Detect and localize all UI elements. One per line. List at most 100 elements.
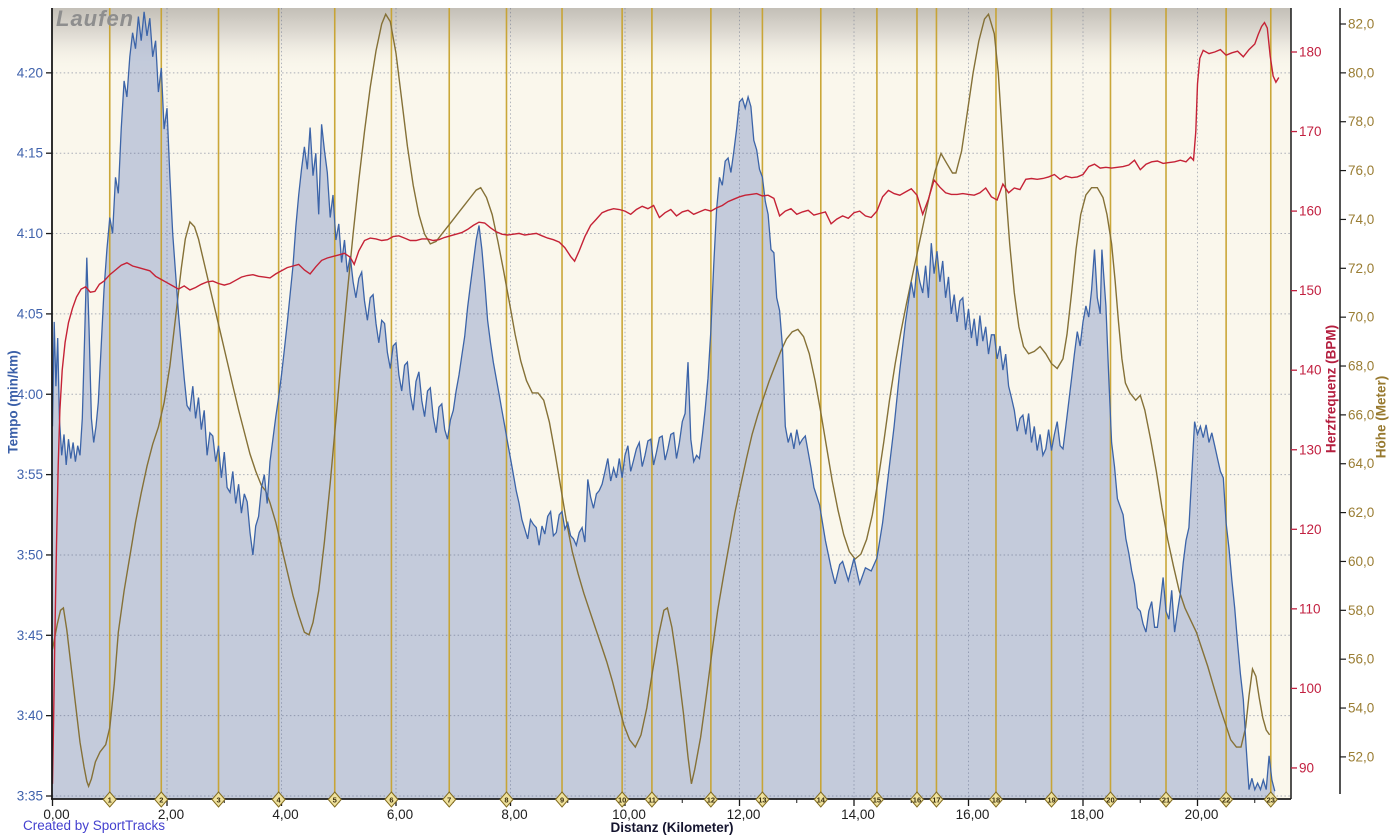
left-axis-title: Tempo (min/km) xyxy=(5,350,21,454)
svg-text:140: 140 xyxy=(1299,363,1322,378)
svg-text:52,0: 52,0 xyxy=(1348,749,1374,764)
svg-text:0,00: 0,00 xyxy=(43,807,69,822)
svg-text:8,00: 8,00 xyxy=(501,807,527,822)
svg-text:4: 4 xyxy=(277,796,282,805)
svg-text:100: 100 xyxy=(1299,681,1322,696)
svg-text:170: 170 xyxy=(1299,124,1322,139)
elevation-series xyxy=(51,12,1271,789)
grid-vertical xyxy=(166,8,1198,799)
svg-text:150: 150 xyxy=(1299,283,1322,298)
pace-line xyxy=(51,11,1276,792)
km-marker-diamond xyxy=(614,791,630,808)
km-marker-diamond xyxy=(442,791,457,808)
svg-text:16: 16 xyxy=(913,796,921,805)
svg-text:110: 110 xyxy=(1299,601,1321,616)
svg-text:78,0: 78,0 xyxy=(1348,114,1374,129)
svg-text:1: 1 xyxy=(108,796,112,805)
svg-text:54,0: 54,0 xyxy=(1348,701,1374,716)
svg-text:7: 7 xyxy=(447,796,451,805)
svg-text:4,00: 4,00 xyxy=(272,807,298,822)
pace-axis-ticks: 3:35 3:40 3:45 3:50 3:55 4:00 4:05 4:10 4:15 4:20 xyxy=(17,65,52,804)
km-marker-diamond xyxy=(644,791,660,808)
elevation-axis-ticks: 52,0 54,0 56,0 58,0 60,0 62,0 64,0 66,0 68,0 70,0… xyxy=(1340,17,1374,764)
km-marker-diamond xyxy=(384,791,399,808)
svg-text:70,0: 70,0 xyxy=(1348,310,1374,325)
svg-text:5: 5 xyxy=(333,796,337,805)
svg-text:15: 15 xyxy=(873,796,881,805)
pace-area-series xyxy=(52,11,1275,800)
svg-text:9: 9 xyxy=(560,796,564,805)
x-axis-ticks: 0,00 2,00 4,00 6,00 8,00 10,00 12,00 14,00 16,00… xyxy=(43,799,1256,822)
svg-text:58,0: 58,0 xyxy=(1348,603,1374,618)
svg-text:74,0: 74,0 xyxy=(1348,212,1374,227)
svg-text:21: 21 xyxy=(1162,796,1170,805)
svg-text:2,00: 2,00 xyxy=(158,807,184,822)
svg-text:12,00: 12,00 xyxy=(727,807,761,822)
km-marker-diamond xyxy=(499,791,514,808)
svg-text:16,00: 16,00 xyxy=(956,807,990,822)
elevation-axis-title: Höhe (Meter) xyxy=(1373,375,1389,459)
pace-line-series xyxy=(51,11,1276,792)
km-marker-diamond xyxy=(554,791,570,808)
svg-text:56,0: 56,0 xyxy=(1348,652,1374,667)
svg-text:62,0: 62,0 xyxy=(1348,505,1374,520)
svg-text:3:40: 3:40 xyxy=(17,708,43,723)
svg-text:23: 23 xyxy=(1267,796,1275,805)
km-marker-diamond xyxy=(154,791,169,808)
svg-text:4:20: 4:20 xyxy=(17,65,43,80)
svg-text:10,00: 10,00 xyxy=(612,807,646,822)
svg-text:8: 8 xyxy=(504,796,508,805)
chart-title-watermark: Laufen xyxy=(56,6,135,31)
km-marker-diamond xyxy=(1263,791,1278,808)
svg-text:14: 14 xyxy=(817,796,826,805)
x-axis-title: Distanz (Kilometer) xyxy=(610,820,734,835)
svg-text:66,0: 66,0 xyxy=(1348,407,1374,422)
svg-text:20,00: 20,00 xyxy=(1185,807,1219,822)
svg-text:3:45: 3:45 xyxy=(17,628,43,643)
svg-text:4:00: 4:00 xyxy=(17,387,43,402)
axes xyxy=(51,8,1341,800)
heart-rate-axis-title: Herzfrequenz (BPM) xyxy=(1323,324,1339,454)
svg-text:60,0: 60,0 xyxy=(1348,554,1374,569)
km-marker-diamond xyxy=(1158,791,1174,808)
svg-text:180: 180 xyxy=(1299,45,1322,60)
km-marker-diamond xyxy=(211,791,226,808)
svg-text:11: 11 xyxy=(648,796,656,805)
km-marker-diamond xyxy=(755,791,770,808)
km-marker-lines xyxy=(108,8,1272,800)
svg-text:82,0: 82,0 xyxy=(1348,17,1374,32)
heart-rate-series xyxy=(51,21,1280,784)
heart-rate-axis-ticks: 90 100 110 120 130 140 150 160 170 180 xyxy=(1291,45,1322,775)
km-marker-diamond xyxy=(929,791,944,808)
elevation-line xyxy=(51,12,1271,789)
svg-text:10: 10 xyxy=(618,796,626,805)
km-marker-diamond xyxy=(1044,791,1059,808)
svg-text:22: 22 xyxy=(1222,796,1230,805)
svg-text:90: 90 xyxy=(1299,760,1314,775)
svg-text:3:50: 3:50 xyxy=(17,547,43,562)
svg-text:12: 12 xyxy=(707,796,715,805)
svg-text:19: 19 xyxy=(1047,796,1055,805)
svg-text:20: 20 xyxy=(1106,796,1114,805)
km-marker-diamond xyxy=(703,791,719,808)
km-marker-diamond xyxy=(1103,791,1118,808)
svg-text:120: 120 xyxy=(1299,522,1322,537)
svg-text:13: 13 xyxy=(758,796,766,805)
sporttracks-credit: Created by SportTracks xyxy=(23,818,166,833)
km-marker-diamond xyxy=(271,791,286,808)
km-marker-diamond xyxy=(1218,791,1234,808)
km-marker-diamonds: 1 2 3 4 5 6 7 8 9 10 11 12 13 14 15 16 17 18 19 20 21 22 23 xyxy=(102,791,1278,808)
svg-text:18: 18 xyxy=(992,796,1000,805)
km-marker-diamond xyxy=(813,791,828,808)
svg-text:80,0: 80,0 xyxy=(1348,65,1374,80)
svg-text:6,00: 6,00 xyxy=(387,807,413,822)
svg-text:18,00: 18,00 xyxy=(1070,807,1104,822)
svg-text:2: 2 xyxy=(159,796,163,805)
svg-text:68,0: 68,0 xyxy=(1348,359,1374,374)
svg-text:4:15: 4:15 xyxy=(17,146,43,161)
km-marker-diamond xyxy=(988,791,1004,808)
svg-text:6: 6 xyxy=(389,796,393,805)
svg-text:160: 160 xyxy=(1299,204,1322,219)
svg-text:3:55: 3:55 xyxy=(17,467,43,482)
